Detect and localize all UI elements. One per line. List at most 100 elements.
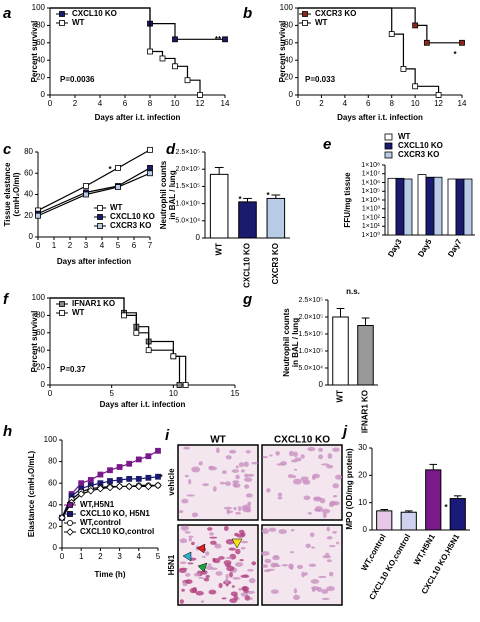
cell	[281, 563, 288, 567]
bar	[455, 178, 465, 236]
marker	[423, 39, 430, 46]
x-tick-label: 10	[171, 99, 180, 108]
x-tick-label: Day5	[416, 237, 434, 259]
x-tick-label: 2	[98, 552, 103, 561]
cell	[245, 450, 251, 454]
annotation: *	[159, 473, 163, 482]
cell	[218, 582, 223, 589]
marker	[435, 92, 442, 98]
cell	[293, 451, 298, 458]
marker	[83, 183, 89, 189]
arrowhead	[182, 551, 192, 562]
cell	[193, 572, 201, 577]
legend-swatch	[384, 151, 393, 159]
y-tick-label: 1×10⁴	[361, 197, 380, 204]
y-tick-label: 1.0×10⁵	[175, 200, 200, 207]
cell	[290, 459, 298, 463]
marker	[412, 22, 419, 29]
annotation: *	[266, 191, 270, 200]
row-label: H5N1	[167, 554, 176, 575]
cell	[181, 498, 189, 504]
cell	[203, 577, 210, 582]
marker	[59, 20, 65, 26]
cell	[221, 470, 227, 474]
marker	[59, 11, 65, 17]
cell	[328, 545, 336, 548]
cell	[325, 552, 330, 556]
cell	[270, 562, 277, 568]
cell	[318, 454, 324, 460]
legend-swatch	[384, 133, 393, 141]
series-line	[37, 149, 151, 211]
y-tick-label: 40	[36, 345, 45, 354]
y-tick-label: 0	[289, 90, 294, 99]
cell	[335, 474, 343, 480]
marker	[147, 170, 153, 177]
cell	[244, 473, 249, 478]
cell	[270, 589, 279, 594]
marker	[115, 165, 121, 171]
cell	[317, 575, 327, 579]
cell	[240, 547, 246, 550]
y-tick-label: 1.0×10⁵	[298, 348, 323, 355]
y-tick-label: 0	[41, 90, 46, 99]
cell	[234, 562, 244, 567]
cell	[318, 447, 323, 452]
cell	[296, 564, 304, 570]
cell	[243, 461, 249, 468]
y-axis-label: Tissue elastance	[3, 162, 12, 226]
cell	[223, 525, 229, 531]
cell	[277, 492, 283, 497]
cell	[201, 570, 208, 575]
cell	[326, 536, 333, 540]
cell	[207, 563, 212, 566]
marker	[133, 329, 140, 336]
cell	[261, 528, 270, 535]
y-tick-label: 5.0×10⁴	[175, 218, 200, 225]
cell	[240, 574, 250, 578]
cell	[288, 563, 294, 570]
marker	[59, 301, 65, 307]
y-tick-label: 40	[36, 55, 45, 64]
marker	[154, 481, 162, 490]
y-tick-label: 100	[280, 3, 294, 12]
x-tick-label: 15	[231, 389, 240, 398]
x-axis-label: Days after i.t. infection	[337, 113, 423, 122]
y-tick-label: 20	[284, 73, 293, 82]
marker	[222, 36, 228, 43]
x-tick-label: 5	[156, 552, 161, 561]
chart-panel: d 0 5.0×10⁴ 1.0×10⁵ 1.5×10⁵ 2.0×10⁵ 2.5×10⁵ Neu…	[159, 141, 290, 288]
y-tick-label: 60	[48, 478, 57, 487]
cell	[248, 578, 256, 584]
micrograph-panel: i WT CXCL10 KO vehicle H5N1	[165, 427, 343, 606]
cell	[321, 597, 330, 600]
marker	[83, 191, 89, 198]
chart-panel: g 0 5.0×10⁴ 1.0×10⁵ 1.5×10⁵ 2.0×10⁵ 2.5×10⁵ Neu…	[242, 287, 378, 433]
cell	[238, 529, 245, 535]
y-tick-label: 2.0×10⁵	[298, 314, 323, 321]
cell	[300, 476, 309, 481]
marker	[77, 490, 85, 498]
cell	[181, 588, 185, 592]
marker	[121, 312, 127, 319]
cell	[288, 450, 295, 457]
marker	[135, 482, 143, 491]
cell	[311, 587, 316, 592]
cell	[247, 568, 254, 572]
panel-letter: b	[243, 5, 252, 22]
marker	[155, 473, 161, 480]
y-tick-label: 60	[36, 328, 45, 337]
marker	[155, 447, 161, 454]
x-tick-label: 2	[319, 99, 324, 108]
y-tick-label: 1×10⁵	[361, 188, 380, 195]
marker	[400, 66, 407, 72]
marker	[66, 528, 74, 536]
cell	[240, 592, 249, 597]
bar	[376, 510, 393, 531]
cell	[244, 595, 251, 601]
y-axis-label: in BAL / lung	[168, 170, 177, 219]
legend-label: CXCR3 KO	[315, 9, 356, 18]
cell	[321, 588, 329, 594]
